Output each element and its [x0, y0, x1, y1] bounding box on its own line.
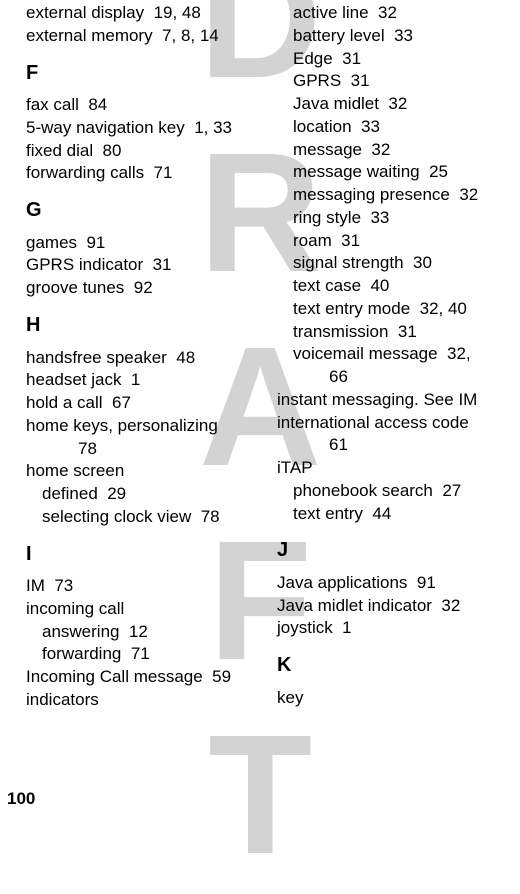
index-entry: Incoming Call message 59 [26, 666, 259, 688]
section-letter: I [26, 542, 259, 568]
section-letter: F [26, 61, 259, 87]
index-entry: message 32 [277, 139, 510, 161]
index-entry: hold a call 67 [26, 392, 259, 414]
index-entry: Java midlet 32 [277, 93, 510, 115]
index-entry: defined 29 [26, 483, 259, 505]
index-entry: active line 32 [277, 2, 510, 24]
index-entry: messaging presence 32 [277, 184, 510, 206]
index-entry: forwarding calls 71 [26, 162, 259, 184]
index-entry: selecting clock view 78 [26, 506, 259, 528]
index-entry: home keys, personalizing [26, 415, 259, 437]
index-entry: answering 12 [26, 621, 259, 643]
index-entry: signal strength 30 [277, 252, 510, 274]
left-column: external display 19, 48external memory 7… [26, 2, 259, 790]
index-entry: fixed dial 80 [26, 140, 259, 162]
index-entry: Java midlet indicator 32 [277, 595, 510, 617]
index-entry: forwarding 71 [26, 643, 259, 665]
index-entry: external memory 7, 8, 14 [26, 25, 259, 47]
section-letter: J [277, 538, 510, 564]
index-entry: incoming call [26, 598, 259, 620]
index-entry: IM 73 [26, 575, 259, 597]
section-letter: H [26, 313, 259, 339]
index-entry: 5-way navigation key 1, 33 [26, 117, 259, 139]
index-entry: iTAP [277, 457, 510, 479]
index-entry: headset jack 1 [26, 369, 259, 391]
index-entry: home screen [26, 460, 259, 482]
index-entry: handsfree speaker 48 [26, 347, 259, 369]
index-entry: location 33 [277, 116, 510, 138]
index-entry: Java applications 91 [277, 572, 510, 594]
index-entry: message waiting 25 [277, 161, 510, 183]
index-entry: groove tunes 92 [26, 277, 259, 299]
index-entry: GPRS 31 [277, 70, 510, 92]
index-entry-continuation: 78 [26, 438, 259, 460]
index-entry: games 91 [26, 232, 259, 254]
right-column: active line 32battery level 33Edge 31GPR… [277, 2, 510, 790]
index-entry: instant messaging. See IM [277, 389, 510, 411]
index-entry-continuation: 61 [277, 434, 510, 456]
index-entry: key [277, 687, 510, 709]
index-entry: transmission 31 [277, 321, 510, 343]
page-number: 100 [7, 789, 35, 809]
index-entry: Edge 31 [277, 48, 510, 70]
index-entry-continuation: 66 [277, 366, 510, 388]
index-entry: phonebook search 27 [277, 480, 510, 502]
index-entry: joystick 1 [277, 617, 510, 639]
index-entry: text entry 44 [277, 503, 510, 525]
index-entry: indicators [26, 689, 259, 711]
index-entry: battery level 33 [277, 25, 510, 47]
index-entry: external display 19, 48 [26, 2, 259, 24]
index-entry: international access code [277, 412, 510, 434]
index-entry: text entry mode 32, 40 [277, 298, 510, 320]
section-letter: K [277, 653, 510, 679]
index-entry: voicemail message 32, [277, 343, 510, 365]
index-entry: text case 40 [277, 275, 510, 297]
index-entry: GPRS indicator 31 [26, 254, 259, 276]
index-entry: roam 31 [277, 230, 510, 252]
index-entry: ring style 33 [277, 207, 510, 229]
index-page: external display 19, 48external memory 7… [0, 0, 520, 790]
section-letter: G [26, 198, 259, 224]
index-entry: fax call 84 [26, 94, 259, 116]
